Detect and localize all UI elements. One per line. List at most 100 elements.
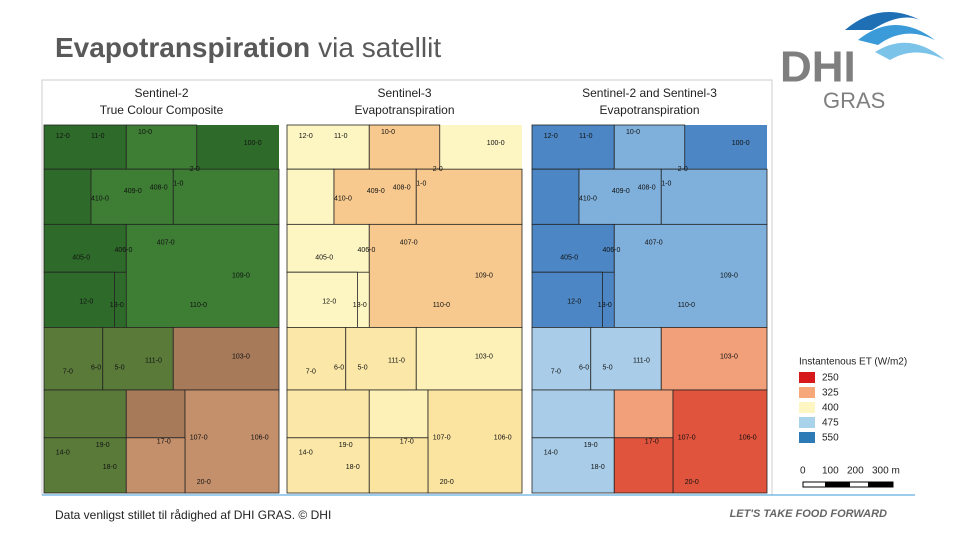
field-label: 100-0	[732, 140, 750, 147]
field-label: 13-0	[110, 302, 124, 309]
scale-label: 300 m	[872, 466, 900, 477]
field-label: 111-0	[388, 357, 405, 364]
field-label: 405-0	[560, 254, 578, 261]
field-label: 2-0	[433, 166, 443, 173]
field	[415, 168, 523, 225]
field-label: 405-0	[315, 254, 333, 261]
field-label: 12-0	[322, 298, 336, 305]
field	[125, 124, 198, 170]
field-label: 10-0	[381, 129, 395, 136]
logo-sub: GRAS	[823, 88, 885, 113]
logo-swoosh	[858, 25, 935, 45]
field-label: 17-0	[157, 438, 171, 445]
field-label: 18-0	[591, 464, 605, 471]
field-label: 409-0	[612, 188, 630, 195]
field-label: 106-0	[494, 435, 512, 442]
field-label: 12-0	[544, 133, 558, 140]
field	[672, 389, 768, 494]
field	[125, 437, 186, 494]
title-bold: Evapotranspiration	[55, 32, 310, 63]
field	[43, 326, 104, 391]
title-rest: via satellit	[318, 32, 441, 63]
field-label: 17-0	[400, 438, 414, 445]
panel-title: Evapotranspiration	[599, 103, 699, 117]
field	[43, 271, 115, 328]
field-label: 20-0	[440, 479, 454, 486]
legend-swatch	[799, 432, 815, 443]
legend: Instantenous ET (W/m2) 250 325 400 475 550 0 1…	[799, 357, 907, 488]
field-label: 106-0	[251, 435, 269, 442]
legend-label: 400	[822, 403, 839, 414]
field-label: 106-0	[739, 435, 757, 442]
logo-swoosh	[845, 12, 920, 30]
field-label: 100-0	[487, 140, 505, 147]
legend-label: 550	[822, 433, 839, 444]
field-label: 11-0	[334, 133, 348, 140]
field-label: 407-0	[157, 240, 175, 247]
field-label: 111-0	[633, 357, 650, 364]
field	[427, 389, 523, 494]
legend-swatch	[799, 402, 815, 413]
field-label: 111-0	[145, 357, 162, 364]
logo-main: DHI	[780, 43, 856, 92]
field-label: 20-0	[685, 479, 699, 486]
field-label: 110-0	[678, 302, 695, 309]
field	[90, 168, 174, 225]
field-label: 1-0	[173, 181, 183, 188]
field	[368, 223, 523, 328]
logo-swoosh	[875, 42, 945, 60]
title: Evapotranspiration via satellit	[55, 32, 441, 63]
field-label: 103-0	[475, 354, 493, 361]
field-label: 14-0	[299, 449, 313, 456]
field-label: 12-0	[56, 133, 70, 140]
field	[578, 168, 662, 225]
field-label: 7-0	[551, 368, 561, 375]
field	[531, 389, 615, 439]
field-label: 10-0	[626, 129, 640, 136]
field-label: 11-0	[91, 133, 105, 140]
panel-title: Sentinel-3	[377, 86, 431, 100]
field-label: 408-0	[393, 184, 411, 191]
panels: Sentinel-2 True Colour Composite 12-0 11-0 1…	[43, 86, 768, 494]
field-label: 107-0	[433, 435, 451, 442]
field	[345, 326, 417, 391]
field	[531, 124, 615, 170]
legend-label: 250	[822, 373, 839, 384]
map-panel: Sentinel-2 and Sentinel-3 Evapotranspirat…	[531, 86, 768, 494]
panel-title: Sentinel-2	[134, 86, 188, 100]
field	[125, 389, 186, 439]
field-label: 6-0	[334, 365, 344, 372]
field	[172, 326, 280, 391]
legend-label: 475	[822, 418, 839, 429]
field-label: 409-0	[367, 188, 385, 195]
field-label: 100-0	[244, 140, 262, 147]
field-label: 109-0	[720, 273, 738, 280]
field	[286, 271, 358, 328]
field	[286, 389, 370, 439]
field-label: 18-0	[346, 464, 360, 471]
field-label: 103-0	[232, 354, 250, 361]
field-label: 13-0	[353, 302, 367, 309]
legend-swatch	[799, 387, 815, 398]
field-label: 406-0	[115, 247, 133, 254]
field-label: 408-0	[150, 184, 168, 191]
field	[368, 389, 429, 439]
field	[43, 389, 127, 439]
slogan: LET'S TAKE FOOD FORWARD	[730, 508, 887, 520]
field-label: 407-0	[400, 240, 418, 247]
panel-title: Evapotranspiration	[354, 103, 454, 117]
field-label: 14-0	[544, 449, 558, 456]
field-label: 18-0	[103, 464, 117, 471]
field-label: 110-0	[190, 302, 207, 309]
field-label: 107-0	[190, 435, 208, 442]
field-label: 109-0	[475, 273, 493, 280]
field	[333, 168, 417, 225]
field-label: 19-0	[584, 442, 598, 449]
legend-swatch	[799, 417, 815, 428]
field-label: 7-0	[306, 368, 316, 375]
field	[102, 326, 174, 391]
field-label: 110-0	[433, 302, 450, 309]
field-label: 406-0	[603, 247, 621, 254]
legend-swatch	[799, 372, 815, 383]
